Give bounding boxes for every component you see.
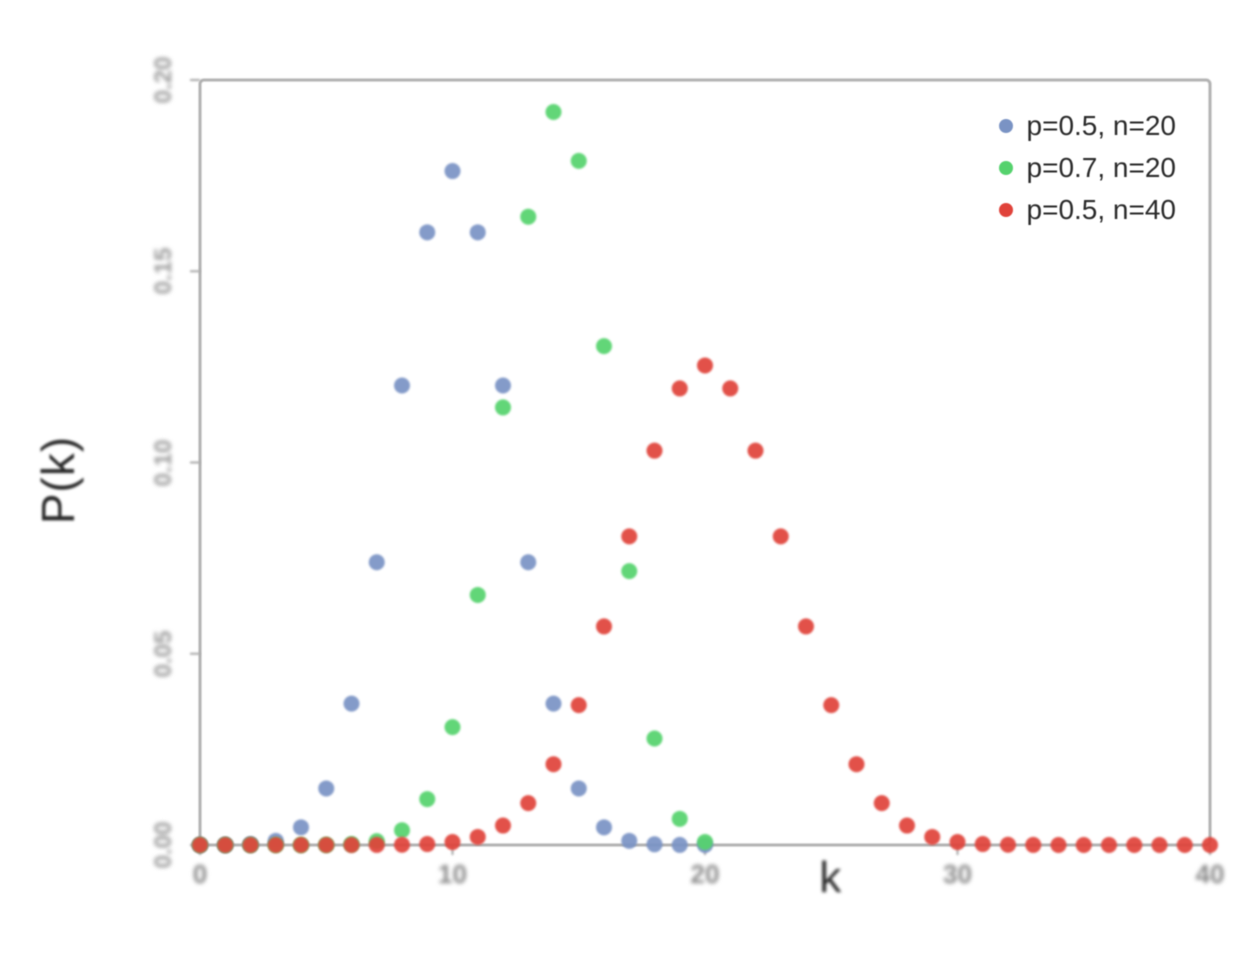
y-tick-label: 0.20 (150, 57, 178, 104)
x-tick-label: 0 (193, 859, 207, 890)
legend-marker-icon (999, 161, 1013, 175)
legend-label: p=0.5, n=40 (1027, 194, 1176, 226)
y-tick-label: 0.10 (150, 439, 178, 486)
legend-item: p=0.7, n=20 (999, 152, 1176, 184)
x-tick-label: 40 (1196, 859, 1225, 890)
x-tick-label: 20 (691, 859, 720, 890)
legend-marker-icon (999, 119, 1013, 133)
y-tick-label: 0.05 (150, 630, 178, 677)
x-tick-label: 30 (943, 859, 972, 890)
y-axis-label: P(k) (31, 436, 85, 524)
x-tick-label: 10 (438, 859, 467, 890)
pk-scatter-chart: P(k) k p=0.5, n=20 p=0.7, n=20 p=0.5, n=40… (0, 0, 1256, 960)
x-axis-label: k (819, 853, 841, 903)
legend-marker-icon (999, 203, 1013, 217)
legend-label: p=0.7, n=20 (1027, 152, 1176, 184)
legend-item: p=0.5, n=40 (999, 194, 1176, 226)
chart-legend: p=0.5, n=20 p=0.7, n=20 p=0.5, n=40 (999, 110, 1176, 236)
y-tick-label: 0.15 (150, 248, 178, 295)
legend-label: p=0.5, n=20 (1027, 110, 1176, 142)
y-tick-label: 0.00 (150, 822, 178, 869)
legend-item: p=0.5, n=20 (999, 110, 1176, 142)
